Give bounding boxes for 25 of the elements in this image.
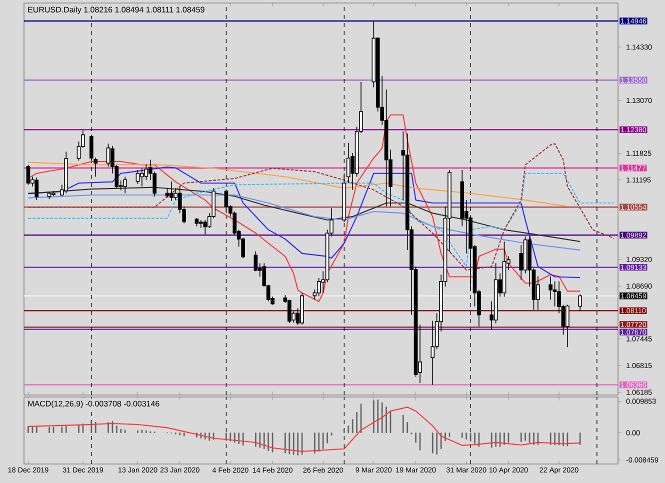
candlestick [548, 276, 553, 300]
line-series [28, 406, 581, 452]
candlestick [123, 176, 128, 194]
candlestick [552, 281, 557, 307]
candlestick [254, 250, 258, 272]
candlestick [136, 170, 140, 184]
candlestick [566, 304, 570, 348]
chart-title: MACD(12,26,9) -0.003708 -0.003146 [28, 400, 160, 408]
line-series [28, 143, 614, 271]
line-series [28, 162, 568, 207]
chart-title: EURUSD.Daily 1.08216 1.08494 1.08111 1.08459 [28, 6, 204, 14]
candlestick [34, 177, 39, 200]
line-series [28, 172, 614, 268]
candlestick [170, 181, 174, 202]
candlestick [224, 189, 228, 214]
candlestick [203, 220, 208, 235]
candlestick [144, 164, 148, 181]
candlestick [287, 299, 292, 324]
candlestick [430, 320, 435, 386]
line-series [28, 114, 581, 302]
candlestick [140, 168, 144, 187]
candlestick [578, 294, 582, 312]
line-series [28, 166, 581, 278]
candlestick [106, 143, 110, 167]
candlestick [26, 164, 30, 186]
